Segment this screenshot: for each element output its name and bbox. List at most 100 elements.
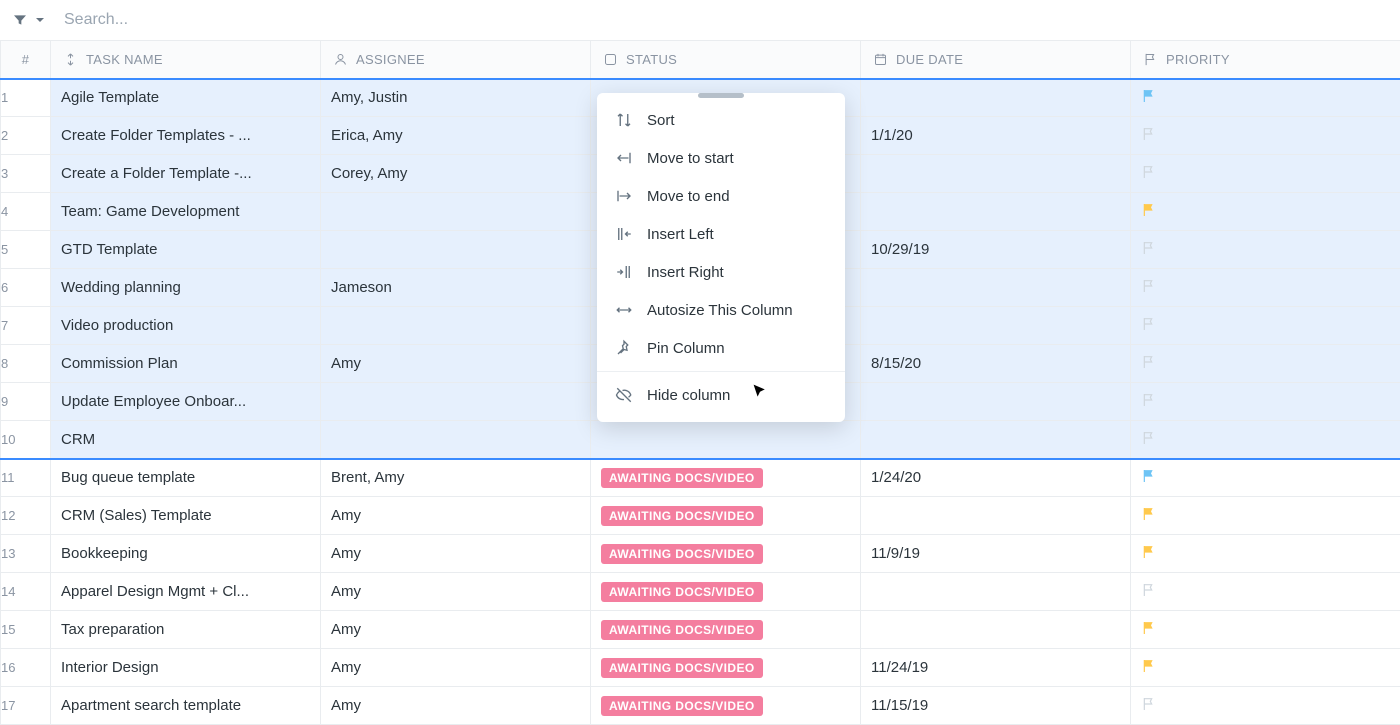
column-header-number[interactable]: # — [1, 41, 51, 79]
cell-task[interactable]: Team: Game Development — [51, 193, 321, 231]
cell-status[interactable]: AWAITING DOCS/VIDEO — [591, 573, 861, 611]
cell-assignee[interactable] — [321, 383, 591, 421]
context-item-insert-right[interactable]: Insert Right — [597, 253, 845, 291]
cell-task[interactable]: Apparel Design Mgmt + Cl... — [51, 573, 321, 611]
cell-status[interactable]: AWAITING DOCS/VIDEO — [591, 497, 861, 535]
context-item-pin[interactable]: Pin Column — [597, 329, 845, 367]
column-header-due[interactable]: DUE DATE — [861, 41, 1131, 79]
cell-status[interactable]: AWAITING DOCS/VIDEO — [591, 611, 861, 649]
cell-due[interactable] — [861, 193, 1131, 231]
cell-priority[interactable] — [1131, 497, 1400, 535]
cell-assignee[interactable]: Amy — [321, 497, 591, 535]
cell-priority[interactable] — [1131, 155, 1400, 193]
cell-assignee[interactable]: Amy — [321, 649, 591, 687]
cell-assignee[interactable]: Erica, Amy — [321, 117, 591, 155]
context-item-autosize[interactable]: Autosize This Column — [597, 291, 845, 329]
cell-task[interactable]: Tax preparation — [51, 611, 321, 649]
cell-priority[interactable] — [1131, 573, 1400, 611]
cell-assignee[interactable] — [321, 307, 591, 345]
cell-priority[interactable] — [1131, 421, 1400, 459]
cell-assignee[interactable]: Corey, Amy — [321, 155, 591, 193]
cell-assignee[interactable]: Amy, Justin — [321, 79, 591, 117]
cell-assignee[interactable]: Amy — [321, 687, 591, 725]
cell-priority[interactable] — [1131, 611, 1400, 649]
cell-due[interactable] — [861, 79, 1131, 117]
cell-due[interactable]: 1/24/20 — [861, 459, 1131, 497]
cell-priority[interactable] — [1131, 459, 1400, 497]
cell-due[interactable] — [861, 269, 1131, 307]
cell-priority[interactable] — [1131, 117, 1400, 155]
column-header-status[interactable]: STATUS — [591, 41, 861, 79]
cell-due[interactable] — [861, 421, 1131, 459]
cell-due[interactable]: 11/15/19 — [861, 687, 1131, 725]
cell-due[interactable]: 8/15/20 — [861, 345, 1131, 383]
cell-due[interactable] — [861, 573, 1131, 611]
context-item-move-start[interactable]: Move to start — [597, 139, 845, 177]
cell-task[interactable]: Bug queue template — [51, 459, 321, 497]
cell-status[interactable] — [591, 421, 861, 459]
cell-due[interactable] — [861, 307, 1131, 345]
table-row[interactable]: 17 Apartment search template Amy AWAITIN… — [1, 687, 1400, 725]
cell-due[interactable] — [861, 611, 1131, 649]
cell-priority[interactable] — [1131, 383, 1400, 421]
table-row[interactable]: 10 CRM — [1, 421, 1400, 459]
cell-priority[interactable] — [1131, 231, 1400, 269]
table-row[interactable]: 16 Interior Design Amy AWAITING DOCS/VID… — [1, 649, 1400, 687]
column-header-priority[interactable]: PRIORITY — [1131, 41, 1400, 79]
cell-due[interactable] — [861, 155, 1131, 193]
cell-task[interactable]: Apartment search template — [51, 687, 321, 725]
cell-due[interactable]: 11/24/19 — [861, 649, 1131, 687]
cell-task[interactable]: Create Folder Templates - ... — [51, 117, 321, 155]
cell-task[interactable]: Wedding planning — [51, 269, 321, 307]
table-row[interactable]: 11 Bug queue template Brent, Amy AWAITIN… — [1, 459, 1400, 497]
cell-assignee[interactable]: Amy — [321, 611, 591, 649]
cell-task[interactable]: Video production — [51, 307, 321, 345]
cell-priority[interactable] — [1131, 535, 1400, 573]
cell-priority[interactable] — [1131, 193, 1400, 231]
cell-task[interactable]: Commission Plan — [51, 345, 321, 383]
table-row[interactable]: 13 Bookkeeping Amy AWAITING DOCS/VIDEO 1… — [1, 535, 1400, 573]
cell-status[interactable]: AWAITING DOCS/VIDEO — [591, 649, 861, 687]
cell-priority[interactable] — [1131, 79, 1400, 117]
cell-priority[interactable] — [1131, 687, 1400, 725]
cell-task[interactable]: Agile Template — [51, 79, 321, 117]
cell-task[interactable]: CRM (Sales) Template — [51, 497, 321, 535]
table-row[interactable]: 12 CRM (Sales) Template Amy AWAITING DOC… — [1, 497, 1400, 535]
cell-assignee[interactable]: Jameson — [321, 269, 591, 307]
column-header-assignee[interactable]: ASSIGNEE — [321, 41, 591, 79]
cell-assignee[interactable] — [321, 231, 591, 269]
cell-priority[interactable] — [1131, 345, 1400, 383]
table-row[interactable]: 15 Tax preparation Amy AWAITING DOCS/VID… — [1, 611, 1400, 649]
cell-assignee[interactable] — [321, 193, 591, 231]
search-input[interactable] — [56, 7, 1388, 33]
cell-assignee[interactable]: Brent, Amy — [321, 459, 591, 497]
cell-assignee[interactable]: Amy — [321, 345, 591, 383]
cell-status[interactable]: AWAITING DOCS/VIDEO — [591, 535, 861, 573]
cell-due[interactable]: 11/9/19 — [861, 535, 1131, 573]
cell-task[interactable]: Update Employee Onboar... — [51, 383, 321, 421]
table-row[interactable]: 14 Apparel Design Mgmt + Cl... Amy AWAIT… — [1, 573, 1400, 611]
cell-due[interactable]: 1/1/20 — [861, 117, 1131, 155]
cell-status[interactable]: AWAITING DOCS/VIDEO — [591, 459, 861, 497]
cell-due[interactable] — [861, 383, 1131, 421]
cell-priority[interactable] — [1131, 269, 1400, 307]
cell-status[interactable]: AWAITING DOCS/VIDEO — [591, 687, 861, 725]
cell-priority[interactable] — [1131, 307, 1400, 345]
cell-due[interactable]: 10/29/19 — [861, 231, 1131, 269]
context-item-move-end[interactable]: Move to end — [597, 177, 845, 215]
cell-task[interactable]: CRM — [51, 421, 321, 459]
cell-priority[interactable] — [1131, 649, 1400, 687]
cell-assignee[interactable] — [321, 421, 591, 459]
context-item-insert-left[interactable]: Insert Left — [597, 215, 845, 253]
cell-assignee[interactable]: Amy — [321, 573, 591, 611]
cell-due[interactable] — [861, 497, 1131, 535]
column-header-task[interactable]: TASK NAME — [51, 41, 321, 79]
cell-task[interactable]: Bookkeeping — [51, 535, 321, 573]
context-item-sort[interactable]: Sort — [597, 101, 845, 139]
cell-task[interactable]: Interior Design — [51, 649, 321, 687]
context-item-hide[interactable]: Hide column — [597, 376, 845, 414]
cell-task[interactable]: GTD Template — [51, 231, 321, 269]
cell-assignee[interactable]: Amy — [321, 535, 591, 573]
cell-task[interactable]: Create a Folder Template -... — [51, 155, 321, 193]
filter-button[interactable] — [12, 12, 48, 28]
